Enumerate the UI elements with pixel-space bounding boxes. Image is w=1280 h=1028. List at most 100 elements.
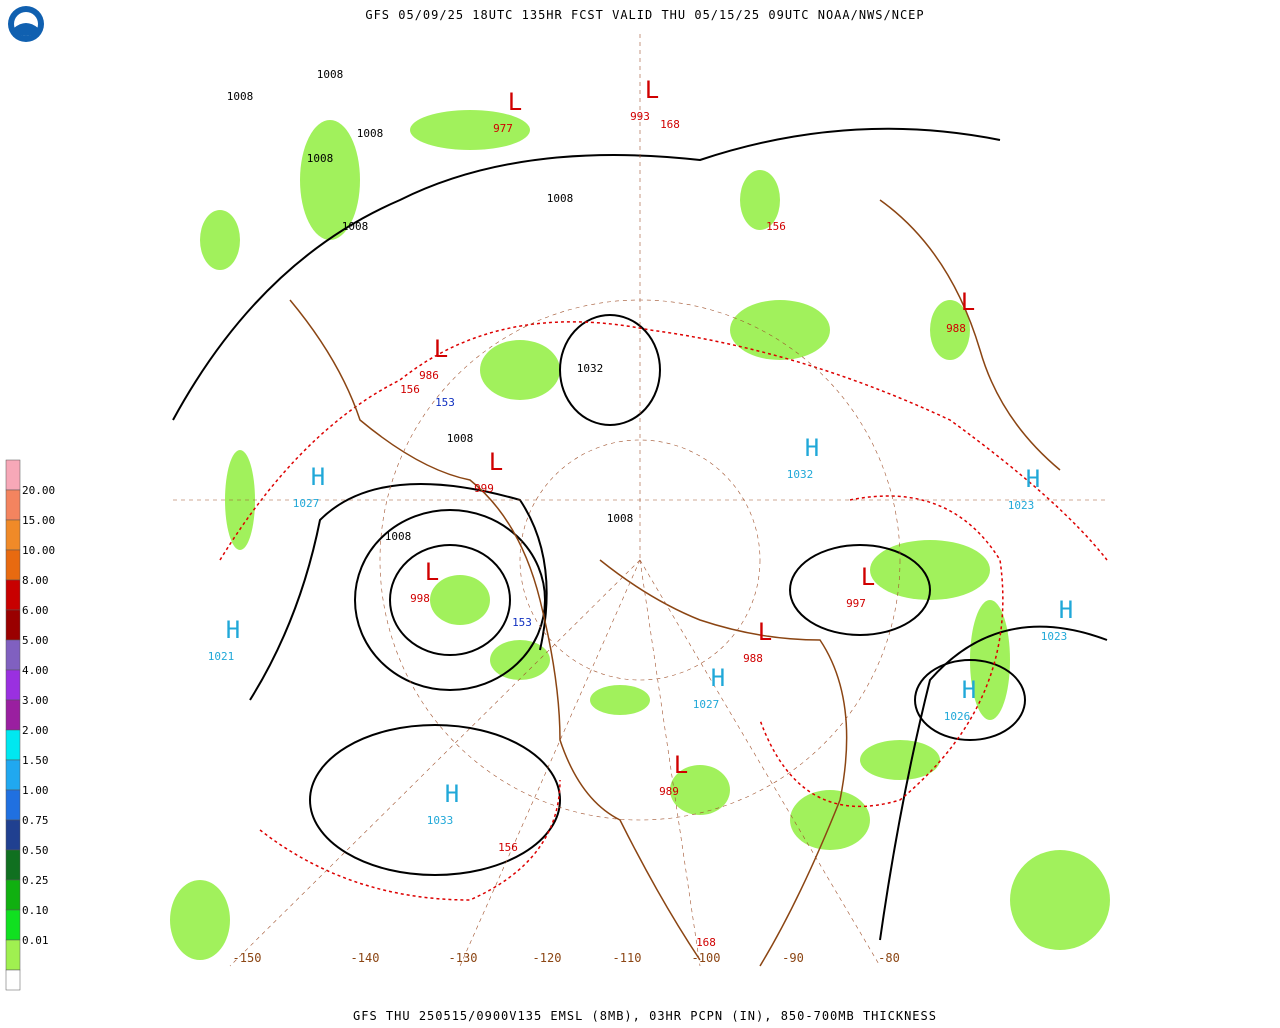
legend-swatch xyxy=(5,909,21,941)
center-pressure: 1026 xyxy=(944,710,971,723)
legend-label: 6.00 xyxy=(22,604,49,617)
center-pressure: 988 xyxy=(743,652,763,665)
precip-area xyxy=(300,120,360,240)
center-pressure: 997 xyxy=(846,597,866,610)
isobar-label: 1008 xyxy=(607,512,634,525)
longitude-label: -100 xyxy=(692,951,721,965)
thickness-lines xyxy=(219,321,1108,901)
precip-areas xyxy=(170,110,1110,960)
legend-label: 3.00 xyxy=(22,694,49,707)
legend-swatch xyxy=(5,699,21,731)
thickness-label: 153 xyxy=(435,396,455,409)
center-pressure: 1027 xyxy=(293,497,320,510)
legend-swatch xyxy=(5,969,21,991)
isobar-label: 1008 xyxy=(385,530,412,543)
center-pressure: 1023 xyxy=(1041,630,1068,643)
precip-area xyxy=(430,575,490,625)
isobar-label: 1008 xyxy=(342,220,369,233)
center-symbol: L xyxy=(961,288,975,316)
longitude-label: -150 xyxy=(233,951,262,965)
legend-label: 0.25 xyxy=(22,874,49,887)
precip-area xyxy=(930,300,970,360)
legend-label: 20.00 xyxy=(22,484,55,497)
center-symbol: H xyxy=(226,616,240,644)
legend-swatch xyxy=(5,579,21,611)
center-symbol: H xyxy=(711,664,725,692)
legend-label: 15.00 xyxy=(22,514,55,527)
center-symbol: L xyxy=(861,563,875,591)
legend-swatch xyxy=(5,789,21,821)
legend-label: 0.75 xyxy=(22,814,49,827)
center-pressure: 1033 xyxy=(427,814,454,827)
thickness-label: 153 xyxy=(512,616,532,629)
precip-area xyxy=(480,340,560,400)
center-symbol: L xyxy=(645,76,659,104)
thickness-label: 168 xyxy=(696,936,716,949)
legend-label: 0.10 xyxy=(22,904,49,917)
isobar-label: 1008 xyxy=(547,192,574,205)
center-symbol: L xyxy=(674,751,688,779)
longitude-label: -90 xyxy=(782,951,804,965)
legend-swatch xyxy=(5,759,21,791)
graticule xyxy=(173,34,1107,967)
center-symbol: H xyxy=(962,676,976,704)
legend-swatch xyxy=(5,459,21,491)
isobars xyxy=(172,127,1108,941)
precip-area xyxy=(970,600,1010,720)
legend-swatch xyxy=(5,939,21,971)
center-pressure: 998 xyxy=(410,592,430,605)
precip-area xyxy=(170,880,230,960)
precip-area xyxy=(410,110,530,150)
isobar-label: 1008 xyxy=(357,127,384,140)
center-pressure: 1021 xyxy=(208,650,235,663)
center-symbol: L xyxy=(508,88,522,116)
center-pressure: 989 xyxy=(659,785,679,798)
legend-label: 5.00 xyxy=(22,634,49,647)
legend: 20.00 15.00 10.00 8.00 6.00 5.00 4.00 3.00 2.00 1… xyxy=(5,459,55,991)
map-title: GFS 05/09/25 18UTC 135HR FCST VALID THU … xyxy=(365,8,924,22)
center-symbol: L xyxy=(425,558,439,586)
center-pressure: 1032 xyxy=(787,468,814,481)
center-pressure: 977 xyxy=(493,122,513,135)
legend-label: 4.00 xyxy=(22,664,49,677)
center-pressure: 1027 xyxy=(693,698,720,711)
isobar-label: 1008 xyxy=(317,68,344,81)
thickness-label: 156 xyxy=(400,383,420,396)
thickness-label: 156 xyxy=(766,220,786,233)
center-symbol: H xyxy=(1059,596,1073,624)
legend-label: 1.00 xyxy=(22,784,49,797)
legend-label: 1.50 xyxy=(22,754,49,767)
center-pressure: 986 xyxy=(419,369,439,382)
precip-area xyxy=(1010,850,1110,950)
precip-area xyxy=(730,300,830,360)
legend-swatch xyxy=(5,819,21,851)
coastlines xyxy=(289,199,1061,967)
center-symbol: L xyxy=(758,618,772,646)
precip-area xyxy=(670,765,730,815)
precip-area xyxy=(740,170,780,230)
isobar-label: 1008 xyxy=(307,152,334,165)
center-symbol: H xyxy=(445,780,459,808)
legend-swatch xyxy=(5,549,21,581)
legend-swatch xyxy=(5,729,21,761)
contour-labels: 1008 1008 1008 1008 1008 1008 1008 1008 1008 1032… xyxy=(227,68,786,949)
precip-area xyxy=(200,210,240,270)
legend-swatch xyxy=(5,519,21,551)
legend-swatch xyxy=(5,639,21,671)
legend-label: 0.50 xyxy=(22,844,49,857)
longitude-label: -140 xyxy=(351,951,380,965)
map-footer: GFS THU 250515/0900V135 EMSL (8MB), 03HR… xyxy=(353,1009,937,1023)
center-symbol: H xyxy=(311,463,325,491)
longitude-label: -110 xyxy=(613,951,642,965)
isobar-label: 1008 xyxy=(447,432,474,445)
legend-swatch xyxy=(5,669,21,701)
legend-label: 0.01 xyxy=(22,934,49,947)
center-pressure: 999 xyxy=(474,482,494,495)
center-symbol: H xyxy=(805,434,819,462)
center-symbol: L xyxy=(489,448,503,476)
thickness-label: 156 xyxy=(498,841,518,854)
center-pressure: 988 xyxy=(946,322,966,335)
legend-swatch xyxy=(5,879,21,911)
center-symbol: H xyxy=(1026,465,1040,493)
